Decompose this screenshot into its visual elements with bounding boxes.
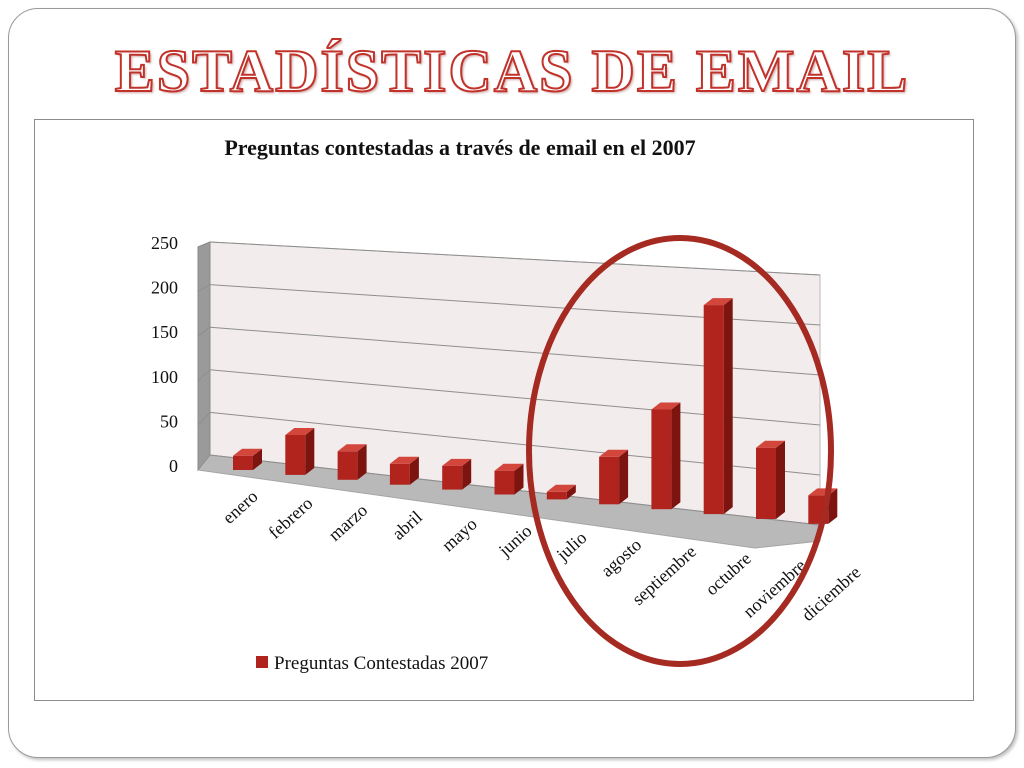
bar-top <box>285 428 315 435</box>
highlight-ellipse <box>526 235 834 667</box>
bar-mayo <box>442 458 472 490</box>
bar-septiembre <box>651 402 681 510</box>
y-tick-label: 150 <box>151 322 178 342</box>
bar-top <box>389 456 419 464</box>
x-tick-label: marzo <box>324 500 371 545</box>
bar-side <box>828 488 838 524</box>
gridline-side <box>197 369 211 382</box>
chart-title: Preguntas contestadas a través de email … <box>224 135 695 160</box>
bar-noviembre <box>756 440 785 519</box>
x-tick-label: octubre <box>701 548 755 599</box>
gridline-side <box>197 284 211 293</box>
gridline-side <box>197 412 211 426</box>
bar-side <box>671 402 681 510</box>
gridline-side <box>197 326 211 337</box>
bar-top <box>756 440 785 448</box>
bar-front <box>756 447 776 519</box>
bar-top <box>233 448 262 456</box>
y-tick-label: 200 <box>151 278 178 298</box>
gridline <box>209 241 821 276</box>
bar-side <box>305 428 315 475</box>
legend-label: Preguntas Contestadas 2007 <box>274 653 488 674</box>
x-tick-label: agosto <box>597 534 645 580</box>
bar-side <box>409 456 419 485</box>
bar-side <box>723 298 733 515</box>
bar-top <box>546 484 576 492</box>
bar-front <box>442 465 463 490</box>
bar-side <box>462 458 472 490</box>
bar-front <box>703 305 724 515</box>
bar-front <box>494 470 515 495</box>
bar-enero <box>233 448 262 470</box>
bar-front <box>233 455 253 470</box>
bar-front <box>651 409 672 510</box>
bar-side <box>619 449 629 505</box>
bar-chart: Preguntas contestadas a través de email … <box>151 135 864 674</box>
bar-front <box>599 456 620 505</box>
bar-octubre <box>703 298 733 515</box>
bar-top <box>337 444 367 452</box>
bar-agosto <box>599 449 629 505</box>
bar-front <box>285 435 306 475</box>
y-axis-ticks: 0 50 100 150 200 250 <box>151 233 178 476</box>
legend: Preguntas Contestadas 2007 <box>256 653 488 674</box>
bar-junio <box>494 463 524 495</box>
bar-side <box>253 448 262 470</box>
x-tick-label: febrero <box>264 493 316 543</box>
bar-front <box>337 451 358 480</box>
y-tick-label: 250 <box>151 233 178 253</box>
bars <box>233 298 838 524</box>
bar-top <box>494 463 524 471</box>
slide-title: ESTADÍSTICAS DE EMAIL <box>114 37 910 105</box>
bar-top <box>442 458 472 466</box>
x-tick-label: junio <box>494 521 536 561</box>
chart-area: Preguntas contestadas a través de email … <box>34 119 974 701</box>
bar-side <box>357 444 367 480</box>
bar-top <box>703 298 733 306</box>
x-tick-label: abril <box>388 507 426 544</box>
bar-abril <box>389 456 419 485</box>
x-tick-label: enero <box>219 486 262 528</box>
bar-front <box>389 463 410 485</box>
x-tick-label: julio <box>552 528 591 566</box>
y-tick-label: 0 <box>169 456 178 476</box>
bar-side <box>776 440 785 519</box>
y-tick-label: 100 <box>151 367 178 387</box>
legend-swatch <box>256 656 268 668</box>
bar-febrero <box>285 428 315 475</box>
gridline-side <box>197 454 211 471</box>
bar-top <box>651 402 681 410</box>
x-tick-label: mayo <box>438 514 481 556</box>
bar-julio <box>546 484 576 500</box>
bar-top <box>599 449 629 457</box>
side-wall <box>197 241 211 472</box>
bar-marzo <box>337 444 367 480</box>
bar-front <box>546 491 567 500</box>
bar-side <box>566 484 576 500</box>
y-tick-label: 50 <box>160 411 178 431</box>
gridline-side <box>197 241 211 248</box>
bar-side <box>514 463 524 495</box>
